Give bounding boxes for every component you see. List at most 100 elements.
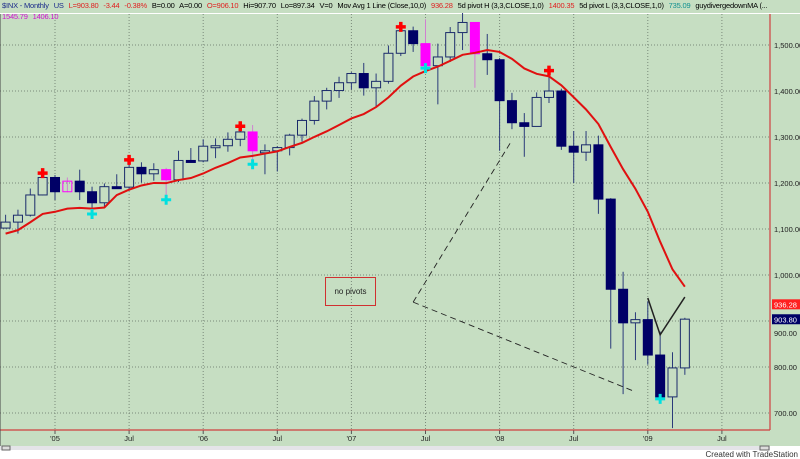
candle bbox=[148, 163, 159, 181]
candle-body bbox=[457, 21, 468, 34]
scroll-left-button[interactable] bbox=[1, 445, 11, 451]
candle-body bbox=[0, 221, 11, 229]
open: O=906.10 bbox=[206, 1, 239, 10]
pivot-high-marker bbox=[544, 65, 554, 76]
candle-body bbox=[12, 214, 23, 223]
pivot-low-marker bbox=[420, 63, 431, 74]
candle-body bbox=[247, 131, 258, 152]
candle-body bbox=[124, 166, 135, 188]
candle bbox=[383, 45, 394, 84]
candle-body bbox=[667, 367, 678, 398]
candle bbox=[136, 162, 147, 183]
candle-body bbox=[358, 73, 369, 89]
scrollbar[interactable] bbox=[0, 446, 770, 450]
candle bbox=[309, 96, 320, 125]
divergence-value-2: 1406.10 bbox=[32, 12, 59, 21]
y-tick-label: 1,400.00 bbox=[774, 87, 800, 96]
candle-body bbox=[581, 144, 592, 153]
x-tick-label: Jul bbox=[124, 434, 134, 443]
candle bbox=[544, 72, 554, 103]
divergence-value-1: 1545.79 bbox=[2, 12, 28, 21]
candle-body bbox=[235, 131, 246, 140]
x-tick-label: '05 bbox=[50, 434, 60, 443]
candle-body bbox=[519, 122, 530, 127]
candle-body bbox=[173, 159, 184, 181]
trendline bbox=[647, 296, 686, 337]
candle bbox=[297, 118, 307, 142]
candle-body bbox=[148, 169, 159, 175]
candle-body bbox=[506, 100, 517, 124]
annotation-box: no pivots bbox=[325, 277, 376, 306]
candle-body bbox=[556, 90, 567, 147]
candle bbox=[50, 175, 60, 201]
pivot-low-value: 735.09 bbox=[668, 1, 691, 10]
y-tick-label: 700.00 bbox=[774, 409, 797, 418]
candle-body bbox=[161, 169, 172, 181]
candle bbox=[111, 174, 122, 190]
candle bbox=[198, 139, 209, 163]
candle-body bbox=[630, 319, 641, 324]
pivot-high-marker bbox=[235, 121, 246, 132]
candle bbox=[581, 131, 592, 161]
candle-body bbox=[321, 90, 332, 102]
candle-body bbox=[297, 119, 307, 136]
pivot-low-marker bbox=[655, 393, 666, 404]
y-tick-label: 900.00 bbox=[774, 329, 797, 338]
price-marker bbox=[772, 299, 800, 310]
low: Lo=897.34 bbox=[280, 1, 315, 10]
candle bbox=[457, 10, 468, 51]
candle-body bbox=[25, 194, 36, 216]
candle-body bbox=[87, 191, 98, 204]
candle bbox=[618, 271, 629, 395]
x-tick-label: '09 bbox=[643, 434, 653, 443]
candle bbox=[124, 161, 135, 191]
ma-value: 936.28 bbox=[430, 1, 453, 10]
x-tick-label: Jul bbox=[717, 434, 727, 443]
candle bbox=[642, 301, 653, 365]
candle bbox=[99, 183, 110, 208]
exchange-label: US bbox=[53, 1, 64, 10]
x-tick-label: '06 bbox=[198, 434, 208, 443]
candle bbox=[62, 177, 73, 193]
candle bbox=[0, 214, 11, 229]
candle bbox=[346, 72, 357, 90]
candle bbox=[593, 135, 604, 214]
candle-body bbox=[469, 21, 480, 55]
candle bbox=[185, 148, 196, 163]
last-price: L=903.80 bbox=[68, 1, 99, 10]
candle-body bbox=[346, 73, 357, 84]
y-tick-label: 1,500.00 bbox=[774, 41, 800, 50]
pct-change: -0.38% bbox=[124, 1, 147, 10]
price-marker bbox=[772, 314, 800, 325]
candle-body bbox=[544, 90, 554, 98]
y-tick-label: 1,200.00 bbox=[774, 179, 800, 188]
status-line-background bbox=[0, 0, 800, 13]
y-tick-label: 1,100.00 bbox=[774, 225, 800, 234]
pivot-high-marker bbox=[395, 21, 406, 32]
candle-body bbox=[185, 159, 196, 163]
candle-body bbox=[655, 354, 666, 398]
candle-body bbox=[50, 176, 60, 193]
candle-body bbox=[222, 138, 233, 147]
bid: B=0.00 bbox=[151, 1, 175, 10]
price-marker-label: 936.28 bbox=[774, 300, 797, 309]
candle bbox=[408, 26, 419, 52]
candle-body bbox=[618, 288, 629, 324]
candle bbox=[445, 27, 456, 63]
candle bbox=[371, 73, 382, 108]
candle-body bbox=[210, 145, 221, 149]
candle bbox=[506, 92, 517, 130]
pivot-high-value: 1400.35 bbox=[548, 1, 575, 10]
x-tick-label: Jul bbox=[421, 434, 431, 443]
scroll-right-button[interactable] bbox=[759, 445, 770, 451]
y-tick-label: 800.00 bbox=[774, 363, 797, 372]
moving-average-line bbox=[5, 48, 686, 288]
candle-body bbox=[605, 198, 616, 290]
y-tick-label: 1,000.00 bbox=[774, 271, 800, 280]
x-tick-label: Jul bbox=[569, 434, 579, 443]
pivot-high-marker bbox=[124, 154, 135, 165]
divergence-label: guydivergedownMA (... bbox=[695, 1, 768, 10]
pivot-low-marker bbox=[87, 208, 98, 219]
